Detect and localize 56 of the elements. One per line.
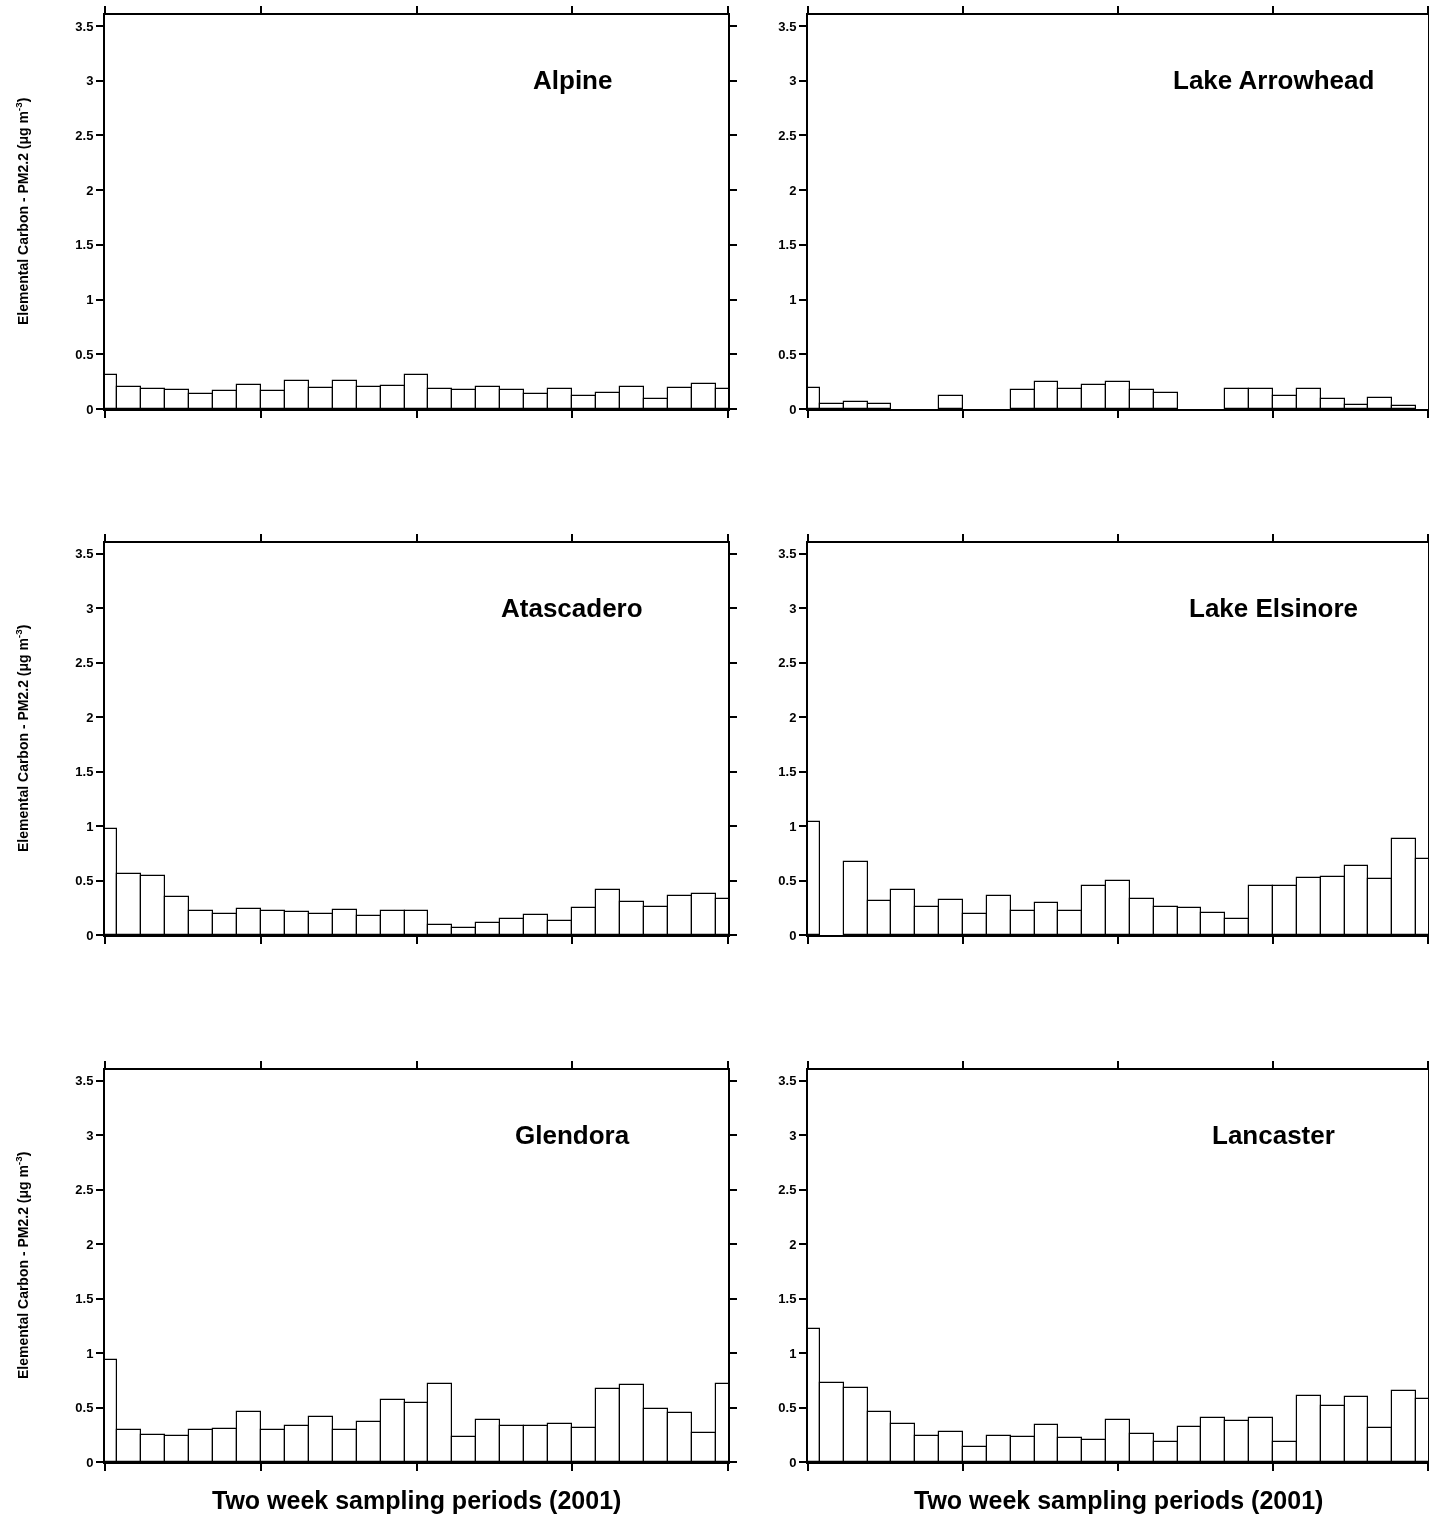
y-tick-label: 2 xyxy=(86,709,94,725)
y-tick-label: 2.5 xyxy=(75,655,94,671)
y-tick-label: 2 xyxy=(789,1236,797,1252)
y-tick-label: 2.5 xyxy=(778,1182,797,1198)
y-tick-label: 2.5 xyxy=(778,655,797,671)
y-tick-label: 0.5 xyxy=(778,346,797,362)
y-tick-label: 3 xyxy=(789,600,797,616)
y-tick-label: 1 xyxy=(789,818,797,834)
text: Glendora xyxy=(515,1120,630,1150)
y-tick-label: 3.5 xyxy=(778,1073,797,1089)
y-tick-label: 0 xyxy=(789,1454,797,1470)
y-tick-label: 3 xyxy=(789,1127,797,1143)
x-axis-title: Two week sampling periods (2001) xyxy=(212,1486,622,1514)
y-tick-label: 1.5 xyxy=(778,237,797,253)
y-tick-label: 2 xyxy=(86,182,94,198)
text: Alpine xyxy=(533,65,613,95)
y-tick-label: 1 xyxy=(86,292,94,308)
y-tick-label: 1 xyxy=(789,292,797,308)
y-tick-label: 2.5 xyxy=(75,1182,94,1198)
y-tick-label: 2.5 xyxy=(75,127,94,143)
text: Atascadero xyxy=(501,593,643,623)
y-tick-label: 2 xyxy=(789,709,797,725)
y-tick-label: 0.5 xyxy=(75,873,94,889)
y-tick-label: 1.5 xyxy=(778,1291,797,1307)
y-tick-label: 1.5 xyxy=(75,1291,94,1307)
y-tick-label: 3.5 xyxy=(75,546,94,562)
y-tick-label: 2 xyxy=(789,182,797,198)
text: Lake Elsinore xyxy=(1189,593,1359,623)
text: Lancaster xyxy=(1212,1120,1335,1150)
y-tick-label: 3.5 xyxy=(778,18,797,34)
y-tick-label: 3 xyxy=(86,1127,94,1143)
y-tick-label: 3.5 xyxy=(75,1073,94,1089)
text: Lake Arrowhead xyxy=(1173,65,1375,95)
y-tick-label: 0 xyxy=(86,927,94,943)
y-tick-label: 0.5 xyxy=(75,1400,94,1416)
y-tick-label: 3 xyxy=(86,600,94,616)
y-tick-label: 3.5 xyxy=(75,18,94,34)
y-tick-label: 0.5 xyxy=(778,1400,797,1416)
y-tick-label: 3 xyxy=(86,73,94,89)
y-tick-label: 2.5 xyxy=(778,127,797,143)
y-tick-label: 3 xyxy=(789,73,797,89)
x-axis-title: Two week sampling periods (2001) xyxy=(914,1486,1324,1514)
y-tick-label: 1.5 xyxy=(778,764,797,780)
y-tick-label: 0 xyxy=(789,401,797,417)
y-tick-label: 3.5 xyxy=(778,546,797,562)
y-tick-label: 0.5 xyxy=(778,873,797,889)
y-tick-label: 0 xyxy=(789,927,797,943)
y-tick-label: 0 xyxy=(86,401,94,417)
y-tick-label: 1 xyxy=(86,818,94,834)
y-tick-label: 1.5 xyxy=(75,764,94,780)
y-tick-label: 0.5 xyxy=(75,346,94,362)
y-tick-label: 0 xyxy=(86,1454,94,1470)
y-tick-label: 1 xyxy=(86,1345,94,1361)
y-tick-label: 1.5 xyxy=(75,237,94,253)
y-tick-label: 2 xyxy=(86,1236,94,1252)
y-tick-label: 1 xyxy=(789,1345,797,1361)
